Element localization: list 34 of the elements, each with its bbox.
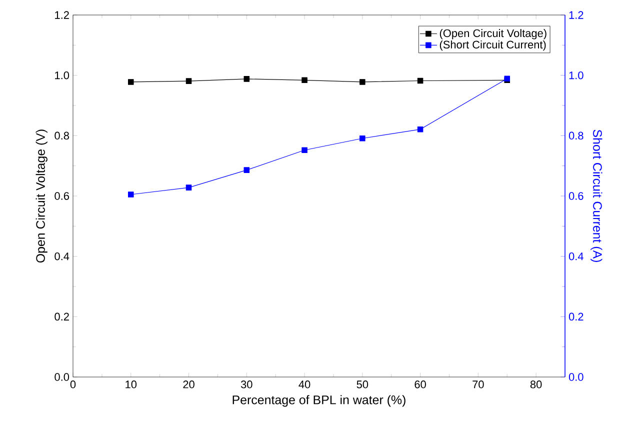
point bbox=[360, 135, 366, 142]
x-tick-label: 60 bbox=[414, 380, 426, 388]
y-tick-label: 0.6 bbox=[54, 192, 69, 200]
x-tick-label: 40 bbox=[298, 380, 310, 388]
x-tick-label: 50 bbox=[356, 380, 368, 388]
x-tick-label: 0 bbox=[70, 380, 76, 388]
x-tick-label: 20 bbox=[183, 380, 194, 388]
y-tick-label: 0.0 bbox=[54, 373, 70, 381]
y2-tick-label: 0.4 bbox=[568, 252, 584, 260]
point bbox=[302, 147, 308, 154]
x-tick-label: 30 bbox=[240, 380, 252, 388]
y2-axis-title: Short Circuit Current (A) bbox=[590, 130, 602, 262]
point bbox=[186, 184, 192, 190]
point bbox=[417, 126, 424, 132]
point bbox=[128, 192, 134, 198]
y-tick-label: 0.4 bbox=[54, 252, 70, 260]
x-tick-label: 70 bbox=[472, 380, 484, 388]
point bbox=[244, 167, 250, 173]
x-tick-label: 10 bbox=[126, 380, 137, 388]
legend-label: (Open Circuit Voltage) bbox=[440, 29, 546, 40]
y-tick-label: 0.8 bbox=[54, 132, 69, 140]
y-tick-label: 0.2 bbox=[54, 312, 69, 321]
y-tick-label: 1.0 bbox=[55, 71, 70, 80]
y2-tick-label: 0.8 bbox=[568, 132, 584, 140]
y2-tick-label: 1.0 bbox=[569, 71, 584, 80]
y2-tick-label: 0.2 bbox=[568, 312, 584, 321]
y2-tick-label: 1.2 bbox=[569, 11, 584, 19]
y2-tick-label: 0.0 bbox=[568, 373, 584, 381]
y-axis-title: Open Circuit Voltage (V) bbox=[36, 130, 48, 263]
y2-tick-label: 0.6 bbox=[568, 192, 584, 200]
x-axis-title: Percentage of BPL in water (%) bbox=[232, 395, 406, 407]
y-tick-label: 1.2 bbox=[55, 11, 69, 19]
legend-label: (Short Circuit Current) bbox=[440, 40, 546, 51]
x-tick-label: 80 bbox=[530, 380, 542, 388]
